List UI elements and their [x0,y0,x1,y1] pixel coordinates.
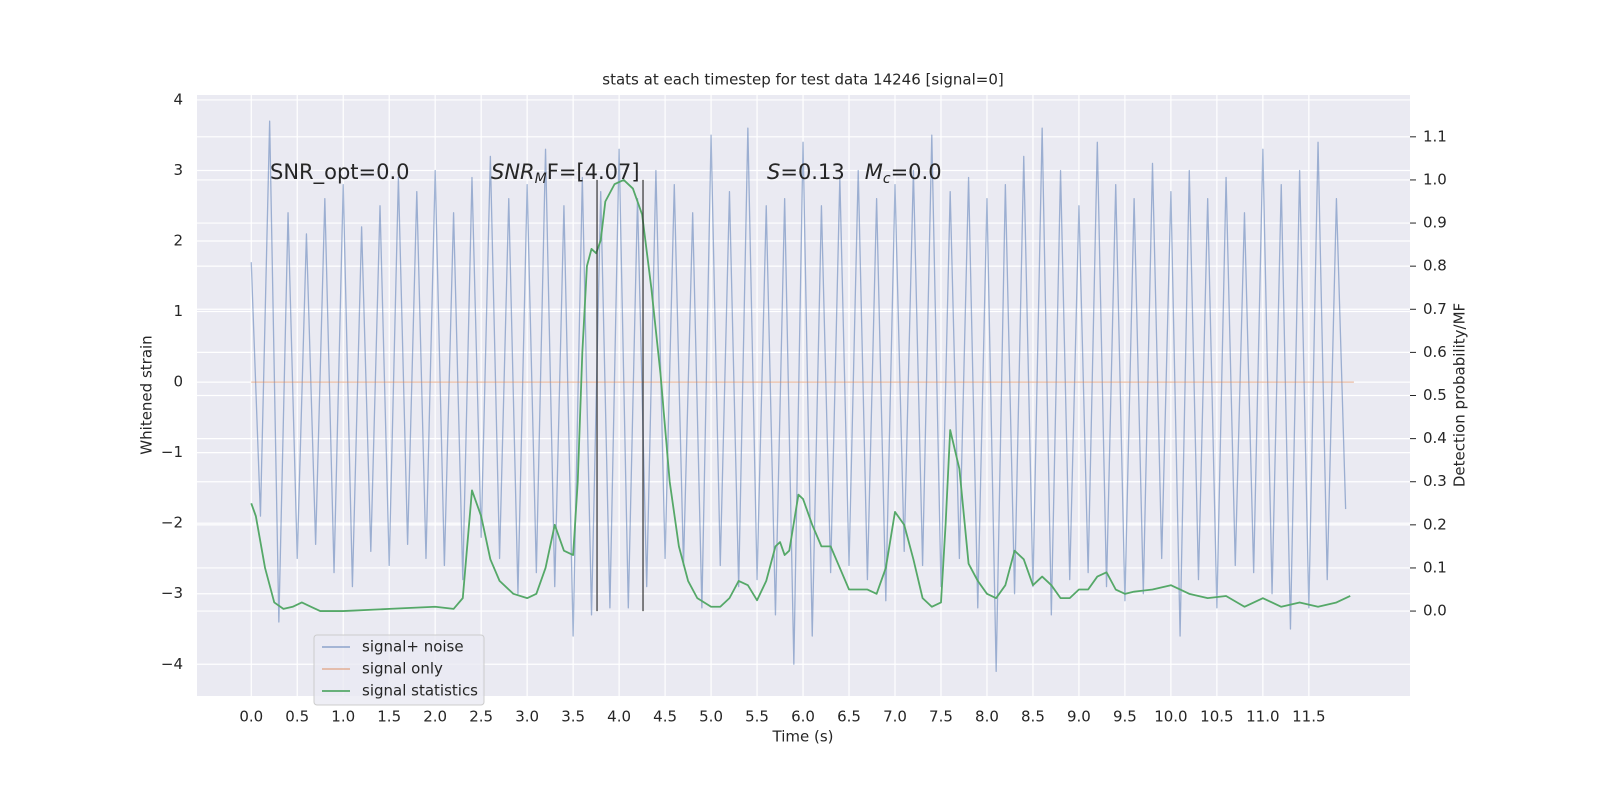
x-tick-label: 0.0 [239,708,263,726]
x-tick-label: 6.5 [837,708,861,726]
x-tick-label: 3.0 [515,708,539,726]
x-tick-label: 1.0 [331,708,355,726]
y2-tick-label: 0.5 [1423,386,1447,404]
y2-tick-label: 1.1 [1423,127,1447,145]
y2-tick-label: 1.0 [1423,170,1447,188]
x-tick-label: 3.5 [561,708,585,726]
y2-tick-label: 0.7 [1423,300,1447,318]
y-tick-label: 4 [173,90,183,108]
y-tick-label: −1 [161,443,183,461]
annotation-part: M [535,171,547,187]
y-tick-label: −3 [161,584,183,602]
y2-tick-label: 0.4 [1423,429,1447,447]
annotation: SNRMF=[4.07] [491,160,640,187]
y2-tick-label: 0.6 [1423,343,1447,361]
y-tick-label: 2 [173,232,183,250]
y-tick-label: −4 [161,655,183,673]
y2-tick-label: 0.9 [1423,214,1447,232]
y-tick-label: −2 [161,514,183,532]
annotation: SNR_opt=0.0 [270,160,410,185]
x-tick-label: 10.5 [1200,708,1233,726]
y2-axis-label: Detection probability/MF [1451,303,1469,487]
annotation-part: F=[4.07] [547,160,640,184]
x-tick-label: 4.5 [653,708,677,726]
legend-label: signal statistics [362,682,478,700]
series-line [250,120,1347,672]
x-tick-label: 2.5 [469,708,493,726]
y-tick-label: 3 [173,161,183,179]
x-tick-label: 2.0 [423,708,447,726]
x-tick-label: 0.5 [285,708,309,726]
annotation: S=0.13 Mc=0.0 [767,160,942,187]
series-line [250,179,1351,612]
x-tick-label: 5.5 [745,708,769,726]
y-tick-label: 0 [173,373,183,391]
x-tick-label: 11.0 [1246,708,1279,726]
y2-tick-label: 0.3 [1423,472,1447,490]
y2-tick-label: 0.8 [1423,257,1447,275]
overlay: 0.0 0.5 1.0 1.5 2.0 2.5 3.0 3.5 4.0 4.5 5.0 5.5 6.0 6… [161,90,1447,725]
x-tick-label: 7.5 [929,708,953,726]
x-tick-label: 5.0 [699,708,723,726]
x-tick-label: 10.0 [1154,708,1187,726]
annotation-part: =0.0 [891,160,942,184]
annotation-part: S [767,160,780,184]
x-tick-label: 8.5 [1021,708,1045,726]
y2-tick-label: 0.1 [1423,558,1447,576]
x-tick-label: 1.5 [377,708,401,726]
x-tick-label: 4.0 [607,708,631,726]
chart-title: stats at each timestep for test data 142… [602,71,1003,89]
x-tick-label: 11.5 [1292,708,1325,726]
marks [250,120,1354,672]
legend-box [313,634,485,706]
x-tick-label: 9.0 [1067,708,1091,726]
x-tick-label: 7.0 [883,708,907,726]
y-tick-label: 1 [173,302,183,320]
legend-label: signal+ noise [362,638,464,656]
y-axis-label: Whitened strain [138,335,156,454]
legend-label: signal only [362,660,443,678]
annotation-part: SNR_opt=0.0 [270,160,410,185]
x-tick-label: 8.0 [975,708,999,726]
y2-tick-label: 0.2 [1423,515,1447,533]
y2-tick-label: 0.0 [1423,602,1447,620]
annotation-part: M [865,160,883,184]
annotation-part: =0.13 [780,160,864,184]
annotation-part: SNR [491,160,535,184]
x-tick-label: 9.5 [1113,708,1137,726]
x-axis-label: Time (s) [772,728,834,746]
x-tick-label: 6.0 [791,708,815,726]
annotation-part: c [883,171,891,187]
